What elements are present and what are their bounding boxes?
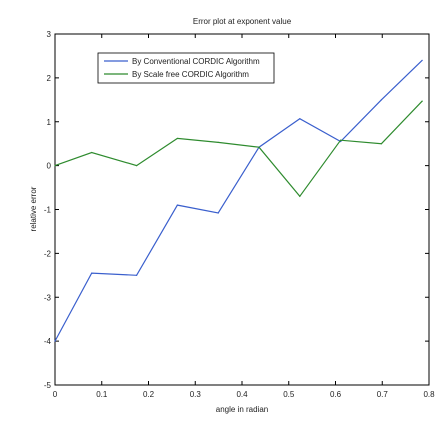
- data-point: [299, 118, 301, 120]
- data-point: [421, 59, 423, 61]
- data-point: [217, 141, 219, 143]
- y-tick-label: -2: [44, 249, 52, 258]
- x-axis-label: angle in radian: [216, 405, 268, 414]
- data-point: [299, 195, 301, 197]
- data-point: [135, 274, 138, 276]
- data-point: [258, 146, 260, 148]
- x-tick-label: 0.1: [96, 390, 108, 399]
- legend-label-conventional: By Conventional CORDIC Algorithm: [132, 57, 260, 66]
- y-tick-label: 3: [47, 30, 52, 39]
- data-point: [380, 99, 382, 101]
- data-point: [91, 272, 93, 274]
- x-tick-label: 0.8: [423, 390, 435, 399]
- legend-label-scale-free: By Scale free CORDIC Algorithm: [132, 70, 249, 79]
- x-tick-label: 0: [53, 390, 58, 399]
- y-tick-label: -3: [44, 293, 52, 302]
- y-tick-label: 1: [47, 118, 52, 127]
- data-point: [91, 151, 93, 154]
- y-tick-label: 0: [47, 162, 52, 171]
- data-point: [54, 165, 56, 167]
- series-lines: [54, 59, 423, 342]
- chart-title: Error plot at exponent value: [193, 17, 292, 26]
- data-point: [176, 204, 178, 206]
- legend: By Conventional CORDIC Algorithm By Scal…: [97, 52, 275, 84]
- y-tick-label: 2: [47, 74, 52, 83]
- x-tick-label: 0.7: [377, 390, 389, 399]
- data-point: [421, 100, 423, 102]
- x-tick-label: 0.4: [236, 390, 248, 399]
- x-tick-label: 0.6: [330, 390, 342, 399]
- series-line-scale-free: [54, 100, 423, 198]
- y-axis-label: relative error: [29, 186, 38, 231]
- data-point: [217, 212, 219, 214]
- x-tick-label: 0.5: [283, 390, 295, 399]
- y-tick-label: -1: [44, 206, 52, 215]
- data-point: [135, 165, 138, 167]
- data-point: [176, 137, 178, 140]
- y-tick-label: -4: [44, 337, 52, 346]
- data-point: [380, 143, 382, 145]
- x-tick-label: 0.2: [143, 390, 155, 399]
- y-tick-label: -5: [44, 381, 52, 390]
- x-tick-label: 0.3: [190, 390, 202, 399]
- data-point: [339, 139, 342, 141]
- legend-box: [97, 52, 275, 84]
- series-line-conventional: [54, 59, 423, 342]
- axis-ticks: 0 0.1 0.2 0.3 0.4 0.5 0.6 0.7 0.8 -5 -4 -3 -2 -1 0 1 2 3: [44, 30, 435, 399]
- plot-area: [54, 33, 430, 386]
- data-point: [54, 340, 56, 342]
